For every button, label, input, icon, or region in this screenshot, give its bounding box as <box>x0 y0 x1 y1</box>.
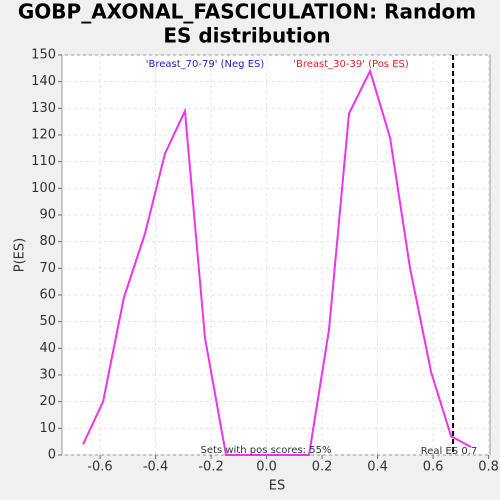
y-tick-label: 110 <box>31 154 56 169</box>
y-tick-label: 90 <box>39 208 56 223</box>
y-tick-label: 80 <box>39 234 56 249</box>
y-axis-label: P(ES) <box>13 238 28 272</box>
y-tick-label: 130 <box>31 101 56 116</box>
chart-title: GOBP_AXONAL_FASCICULATION: Random <box>18 0 476 24</box>
legend-pos: 'Breast_30-39' (Pos ES) <box>293 59 409 70</box>
plot-area <box>61 54 491 456</box>
y-tick-label: 150 <box>31 48 56 63</box>
series-line <box>82 68 472 456</box>
x-tick-label: 0.8 <box>478 460 499 475</box>
y-tick-label: 0 <box>48 448 56 463</box>
x-tick-label: -0.4 <box>143 460 168 475</box>
y-tick-label: 100 <box>31 181 56 196</box>
y-tick-label: 140 <box>31 74 56 89</box>
chart-title: ES distribution <box>163 24 330 48</box>
x-tick-label: -0.2 <box>198 460 223 475</box>
y-tick-label: 30 <box>39 368 56 383</box>
annotation: Sets with pos scores: 55% <box>201 445 332 456</box>
x-axis-label: ES <box>269 479 285 494</box>
legend-neg: 'Breast_70-79' (Neg ES) <box>146 59 265 70</box>
real-es-label: Real ES 0.7 <box>421 446 477 457</box>
x-tick-label: 0.0 <box>256 460 277 475</box>
y-tick-label: 40 <box>39 341 56 356</box>
y-tick-label: 10 <box>39 421 56 436</box>
x-tick-label: 0.6 <box>423 460 444 475</box>
y-tick-label: 50 <box>39 314 56 329</box>
y-tick-label: 120 <box>31 128 56 143</box>
y-tick-label: 70 <box>39 261 56 276</box>
x-tick-label: 0.2 <box>312 460 333 475</box>
x-tick-label: -0.6 <box>87 460 112 475</box>
y-tick-label: 60 <box>39 288 56 303</box>
y-tick-label: 20 <box>39 394 56 409</box>
x-tick-label: 0.4 <box>367 460 388 475</box>
